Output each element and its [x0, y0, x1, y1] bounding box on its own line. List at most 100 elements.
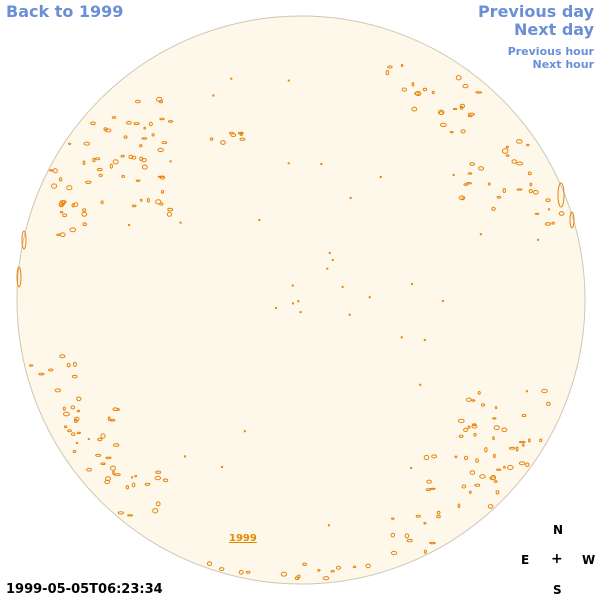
- contour-mark: [302, 562, 307, 566]
- next-hour-link[interactable]: Next hour: [532, 58, 595, 71]
- contour-mark: [458, 195, 466, 201]
- contour-mark: [457, 418, 465, 424]
- contour-mark: [82, 222, 87, 226]
- contour-mark: [123, 135, 128, 139]
- contour-mark: [449, 131, 454, 134]
- contour-mark: [521, 413, 527, 418]
- contour-dot: [379, 176, 382, 178]
- contour-mark: [92, 157, 96, 163]
- contour-mark: [495, 490, 500, 495]
- contour-mark: [516, 161, 524, 166]
- contour-mark: [400, 64, 404, 67]
- contour-mark: [558, 211, 565, 216]
- year-link[interactable]: 1999: [229, 533, 257, 544]
- contour-mark: [51, 183, 58, 189]
- back-to-year-link[interactable]: Back to 1999: [6, 2, 124, 21]
- contour-mark: [156, 96, 163, 102]
- contour-mark: [423, 454, 430, 461]
- contour-mark: [330, 570, 335, 573]
- contour-mark: [496, 195, 502, 199]
- contour-mark: [110, 465, 116, 471]
- contour-mark: [515, 446, 519, 452]
- contour-mark: [525, 462, 530, 468]
- contour-mark: [390, 532, 396, 538]
- contour-dot: [327, 524, 330, 527]
- contour-mark: [528, 438, 531, 443]
- contour-mark: [352, 565, 357, 569]
- contour-mark: [237, 131, 244, 135]
- contour-dot: [297, 300, 300, 303]
- contour-mark: [73, 202, 79, 207]
- contour-mark: [365, 563, 371, 569]
- contour-mark: [475, 458, 479, 463]
- contour-mark: [160, 190, 165, 194]
- contour-mark: [81, 211, 88, 217]
- previous-hour-link[interactable]: Previous hour: [507, 45, 594, 58]
- contour-mark: [463, 427, 469, 432]
- contour-mark: [70, 405, 76, 410]
- contour-dot: [184, 455, 186, 458]
- contour-mark: [59, 354, 66, 359]
- contour-mark: [411, 82, 415, 87]
- contour-mark: [468, 112, 475, 116]
- contour-mark: [475, 91, 483, 94]
- contour-mark: [159, 117, 165, 121]
- contour-mark: [463, 455, 469, 461]
- contour-mark: [466, 182, 472, 185]
- contour-mark: [491, 206, 496, 211]
- contour-mark: [66, 185, 73, 191]
- contour-mark: [505, 154, 510, 157]
- contour-mark: [484, 447, 488, 453]
- contour-mark: [112, 470, 115, 476]
- contour-mark: [59, 232, 66, 237]
- contour-mark: [66, 363, 71, 368]
- contour-mark: [452, 107, 458, 111]
- contour-dot: [299, 311, 302, 314]
- contour-mark: [97, 437, 103, 442]
- contour-mark: [390, 550, 398, 556]
- previous-day-link[interactable]: Previous day: [477, 2, 594, 21]
- contour-mark: [151, 133, 155, 137]
- contour-dot: [419, 383, 422, 386]
- contour-mark: [385, 70, 390, 76]
- contour-mark: [112, 159, 119, 165]
- contour-mark: [401, 87, 407, 92]
- contour-mark: [144, 482, 151, 486]
- contour-mark: [113, 443, 120, 447]
- contour-mark: [63, 425, 68, 429]
- contour-mark: [467, 172, 473, 175]
- contour-mark: [83, 141, 91, 146]
- contour-mark: [469, 162, 476, 166]
- contour-mark: [48, 368, 54, 372]
- contour-mark: [508, 446, 516, 450]
- contour-dot: [179, 221, 182, 224]
- contour-dot: [537, 238, 540, 241]
- contour-dot: [479, 233, 482, 236]
- contour-mark: [135, 179, 141, 182]
- contour-dot: [292, 302, 294, 305]
- contour-mark: [76, 409, 81, 413]
- contour-mark: [58, 177, 63, 182]
- contour-mark: [141, 137, 148, 140]
- contour-mark: [503, 465, 506, 469]
- contour-dot: [128, 224, 131, 226]
- contour-mark: [72, 361, 77, 367]
- contour-mark: [161, 141, 168, 145]
- contour-mark: [544, 222, 552, 226]
- contour-mark: [62, 213, 68, 218]
- contour-dot: [320, 162, 323, 165]
- contour-mark: [529, 182, 533, 187]
- contour-mark: [455, 75, 462, 81]
- contour-mark: [167, 120, 174, 123]
- contour-mark: [436, 514, 441, 519]
- contour-mark: [155, 470, 162, 474]
- contour-mark: [162, 478, 169, 483]
- contour-mark: [59, 200, 67, 204]
- contour-mark: [404, 533, 410, 539]
- contour-mark: [437, 109, 445, 116]
- contour-mark: [28, 364, 34, 367]
- contour-mark: [463, 183, 469, 186]
- contour-dot: [287, 79, 290, 82]
- next-day-link[interactable]: Next day: [514, 20, 594, 39]
- contour-mark: [96, 168, 103, 172]
